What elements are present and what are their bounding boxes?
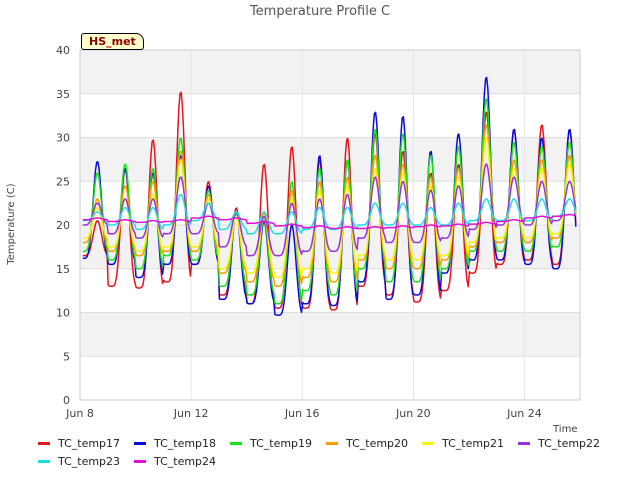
tick-labels: 0 5 10 15 20 25 30 35 40 Jun 8 Jun 12 Jun 16 Jun 20 J… <box>56 44 542 420</box>
plot-bands <box>80 50 580 400</box>
legend: TC_temp17 TC_temp18 TC_temp19 TC_temp20 TC_t… <box>38 434 618 470</box>
legend-swatch <box>134 459 146 463</box>
legend-item: TC_temp19 <box>230 437 326 450</box>
plot-band <box>80 50 580 94</box>
legend-label: TC_temp19 <box>250 436 313 450</box>
series-line-tc-temp17 <box>82 91 577 311</box>
y-tick-label: 40 <box>56 44 70 57</box>
legend-item: TC_temp24 <box>134 455 230 468</box>
legend-swatch <box>326 441 338 445</box>
site-badge: HS_met <box>81 33 144 50</box>
series-line-tc-temp21 <box>82 137 577 279</box>
chart-title: Temperature Profile C <box>249 4 390 19</box>
legend-swatch <box>134 441 146 445</box>
plot-band <box>80 181 580 225</box>
plot-band <box>80 356 580 400</box>
y-tick-label: 25 <box>56 175 70 188</box>
legend-label: TC_temp21 <box>442 436 505 450</box>
legend-item: TC_temp17 <box>38 437 134 450</box>
y-tick-label: 0 <box>63 394 70 407</box>
legend-row: TC_temp23 TC_temp24 <box>38 452 618 470</box>
legend-item: TC_temp20 <box>326 437 422 450</box>
x-axis-label: Time <box>552 424 577 435</box>
legend-swatch <box>422 441 434 445</box>
legend-item: TC_temp23 <box>38 455 134 468</box>
legend-label: TC_temp18 <box>154 436 217 450</box>
plot-frame <box>79 49 581 401</box>
x-tick-label: Jun 24 <box>506 407 542 420</box>
x-tick-label: Jun 8 <box>65 407 94 420</box>
y-tick-label: 30 <box>56 132 70 145</box>
legend-label: TC_temp22 <box>538 436 601 450</box>
y-axis-label: Temperature (C) <box>6 183 17 265</box>
series-line-tc-temp23 <box>82 193 577 235</box>
axes <box>79 49 581 401</box>
legend-label: TC_temp20 <box>346 436 409 450</box>
plot-band <box>80 312 580 357</box>
legend-swatch <box>38 441 50 445</box>
legend-row: TC_temp17 TC_temp18 TC_temp19 TC_temp20 TC_t… <box>38 434 618 452</box>
y-tick-label: 35 <box>56 88 70 101</box>
plot-band <box>80 137 580 182</box>
x-tick-label: Jun 12 <box>173 407 209 420</box>
legend-item: TC_temp21 <box>422 437 518 450</box>
legend-swatch <box>230 441 242 445</box>
y-tick-label: 10 <box>56 307 70 320</box>
series-line-tc-temp24 <box>82 213 576 230</box>
legend-swatch <box>38 459 50 463</box>
legend-label: TC_temp17 <box>58 436 121 450</box>
y-tick-label: 15 <box>56 263 70 276</box>
plot-band <box>80 93 580 138</box>
series-lines <box>82 76 577 316</box>
y-tick-label: 20 <box>56 219 70 232</box>
legend-item: TC_temp18 <box>134 437 230 450</box>
legend-item: TC_temp22 <box>518 437 614 450</box>
legend-swatch <box>518 441 530 445</box>
x-tick-label: Jun 16 <box>284 407 320 420</box>
y-tick-label: 5 <box>63 350 70 363</box>
legend-label: TC_temp23 <box>58 454 121 468</box>
x-tick-label: Jun 20 <box>395 407 431 420</box>
legend-label: TC_temp24 <box>154 454 217 468</box>
